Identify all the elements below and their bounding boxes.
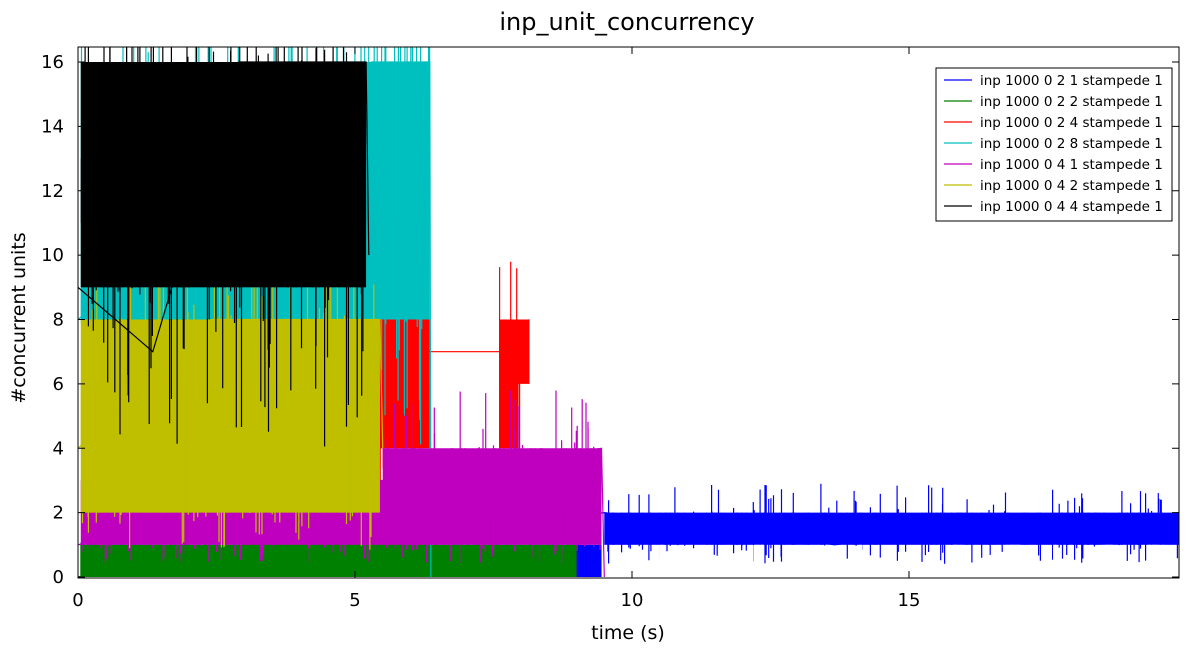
y-tick-label-8: 14 bbox=[41, 116, 64, 137]
y-tick-label-2: 2 bbox=[53, 503, 64, 524]
legend-label-1: inp 1000 0 2 1 stampede 1 bbox=[980, 73, 1163, 89]
plot-area bbox=[78, 47, 1179, 578]
x-tick-label-1: 0 bbox=[72, 590, 83, 611]
series-7-band-2 bbox=[80, 158, 367, 288]
series-1-gap-6 bbox=[1003, 544, 1021, 577]
y-tick-label-9: 16 bbox=[41, 52, 64, 73]
x-tick-label-3: 10 bbox=[621, 590, 644, 611]
series-1-gap-1 bbox=[659, 544, 663, 577]
legend: inp 1000 0 2 1 stampede 1 inp 1000 0 2 2 … bbox=[935, 67, 1173, 222]
y-tick-label-6: 10 bbox=[41, 245, 64, 266]
legend-label-7: inp 1000 0 4 4 stampede 1 bbox=[980, 199, 1163, 215]
legend-label-2: inp 1000 0 2 2 stampede 1 bbox=[980, 94, 1163, 110]
x-tick-label-4: 15 bbox=[898, 590, 921, 611]
series-1-gap-7 bbox=[1053, 544, 1057, 577]
x-tick-label-2: 5 bbox=[349, 590, 360, 611]
series-5-spikes-2 bbox=[384, 390, 595, 552]
series-6-line bbox=[78, 318, 384, 449]
y-tick-label-4: 6 bbox=[53, 374, 64, 395]
series-1-gap-9 bbox=[1147, 544, 1165, 577]
series-3-band-3 bbox=[499, 319, 530, 384]
legend-label-3: inp 1000 0 2 4 stampede 1 bbox=[980, 115, 1163, 131]
series-7-line bbox=[78, 61, 370, 353]
series-1-gap-3 bbox=[825, 544, 843, 577]
series-3-spikes-3 bbox=[500, 261, 521, 474]
y-tick-label-5: 8 bbox=[53, 310, 64, 331]
series-6-spikes-2 bbox=[81, 270, 375, 550]
legend-label-5: inp 1000 0 4 1 stampede 1 bbox=[980, 157, 1163, 173]
series-7 bbox=[78, 47, 370, 447]
chart-title: inp_unit_concurrency bbox=[499, 8, 754, 36]
y-tick-label-1: 0 bbox=[53, 567, 64, 588]
y-tick-label-7: 12 bbox=[41, 181, 64, 202]
series-1-gap-4 bbox=[859, 544, 863, 577]
y-axis-label: #concurrent units bbox=[8, 232, 30, 403]
axes: 0 5 10 15 0 2 4 6 8 10 12 14 16 bbox=[41, 46, 1180, 611]
series-group bbox=[78, 47, 1179, 578]
series-7-spikes-2 bbox=[88, 48, 364, 447]
series-5-band-2 bbox=[382, 448, 602, 513]
axes-frame bbox=[77, 46, 1180, 579]
series-1-gap-5 bbox=[953, 544, 964, 577]
series-1-gap-8 bbox=[1102, 544, 1113, 577]
legend-label-6: inp 1000 0 4 2 stampede 1 bbox=[980, 178, 1163, 194]
y-tick-label-3: 4 bbox=[53, 438, 64, 459]
legend-box bbox=[935, 67, 1173, 222]
series-6 bbox=[78, 205, 384, 550]
series-6-band-2 bbox=[80, 383, 380, 513]
x-axis-label: time (s) bbox=[591, 622, 665, 644]
series-1-gap-2 bbox=[753, 544, 764, 577]
legend-label-4: inp 1000 0 2 8 stampede 1 bbox=[980, 136, 1163, 152]
